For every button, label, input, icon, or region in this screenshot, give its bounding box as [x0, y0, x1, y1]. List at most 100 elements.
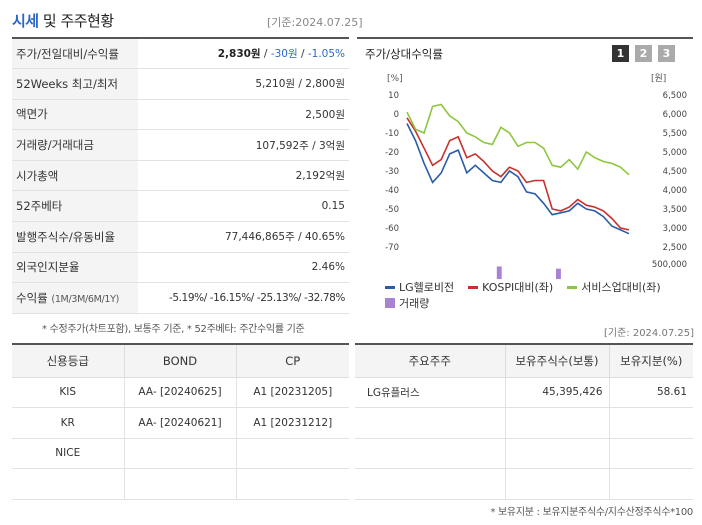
agency-cell [12, 468, 124, 500]
price-return-chart: [%] [원] 10 0 -10 -20 -30 -40 -50 -60 -70 6,500 6,000… [385, 73, 687, 279]
table-row: KIS AA- [20240625] A1 [20231205] [12, 377, 349, 409]
col-header-pct: 보유지분(%) [608, 344, 693, 378]
right-tick-label: 2,500 [663, 243, 687, 253]
shares-value: 77,446,865주 / 40.65% [138, 221, 349, 253]
legend-item-volume: 거래량 [385, 295, 429, 311]
mcap-value: 2,192억원 [138, 160, 349, 192]
right-tick-label: 5,500 [663, 129, 687, 139]
foreign-label: 외국인지분율 [12, 252, 138, 284]
agency-cell: KIS [12, 377, 124, 409]
table-row: 시가총액 2,192억원 [12, 160, 349, 192]
right-tick-label: 4,500 [663, 167, 687, 177]
volume-bar [496, 266, 502, 279]
holder-name-cell [355, 438, 505, 470]
table-row [355, 407, 693, 439]
legend-item-service: 서비스업대비(좌) [567, 279, 661, 295]
section-title: 시세 및 주주현황 [12, 12, 114, 30]
base-date: [기준:2024.07.25] [267, 16, 363, 29]
left-tick-label: -10 [385, 129, 399, 139]
left-axis-unit: [%] [387, 74, 403, 84]
holder-shares-cell: 45,395,426 [504, 377, 609, 409]
volume-bar [556, 268, 561, 279]
cp-cell [235, 438, 349, 470]
right-axis-unit: [원] [651, 73, 666, 84]
return-label: 수익률 (1M/3M/6M/1Y) [12, 282, 138, 314]
col-header-shares: 보유주식수(보통) [504, 344, 609, 378]
chart-pager: 1 2 3 [612, 45, 675, 62]
bond-cell: AA- [20240621] [123, 407, 236, 439]
beta-label: 52주베타 [12, 190, 138, 223]
par-label: 액면가 [12, 99, 138, 131]
holders-footnote: * 보유지분 : 보유지분주식수/지수산정주식수*100 [490, 507, 693, 518]
table-row: 주가/전일대비/수익률 2,830원 / -30원 / -1.05% [12, 38, 349, 70]
bond-cell [123, 468, 236, 500]
table-row: 발행주식수/유동비율 77,446,865주 / 40.65% [12, 221, 349, 253]
holder-pct-cell [608, 438, 693, 470]
chart-page-3-button[interactable]: 3 [658, 45, 675, 62]
week52-label: 52Weeks 최고/최저 [12, 68, 138, 100]
cp-cell: A1 [20231205] [235, 377, 349, 409]
holder-name-cell [355, 468, 505, 500]
right-tick-label: 3,000 [663, 224, 687, 234]
chart-panel: 주가/상대수익률 1 2 3 [%] [원] 10 0 -10 -20 -30 -40 -50 -… [357, 37, 693, 312]
left-tick-label: -70 [385, 243, 399, 253]
chart-title: 주가/상대수익률 [365, 47, 443, 61]
holder-shares-cell [504, 407, 609, 439]
left-tick-label: -50 [385, 205, 399, 215]
market-info-table: 주가/전일대비/수익률 2,830원 / -30원 / -1.05% 52Wee… [12, 37, 349, 314]
table-row [355, 468, 693, 500]
shares-label: 발행주식수/유동비율 [12, 221, 138, 253]
left-tick-label: 0 [394, 110, 399, 120]
table-row: 액면가 2,500원 [12, 99, 349, 131]
table-row: LG유플러스 45,395,426 58.61 [355, 377, 693, 409]
legend-item-lg: LG헬로비전 [385, 279, 454, 295]
chart-page-2-button[interactable]: 2 [635, 45, 652, 62]
right-tick-label: 6,500 [663, 91, 687, 101]
price-footnote: * 수정주가(차트포함), 보통주 기준, * 52주베타: 주간수익률 기준 [42, 324, 305, 335]
bond-cell [123, 438, 236, 470]
foreign-value: 2.46% [138, 252, 349, 284]
table-row: 52주베타 0.15 [12, 190, 349, 223]
agency-cell: NICE [12, 438, 124, 470]
major-shareholders-table: 주요주주 보유주식수(보통) 보유지분(%) LG유플러스 45,395,426… [355, 343, 693, 500]
volume-value: 107,592주 / 3억원 [138, 129, 349, 161]
legend-item-kospi: KOSPI대비(좌) [468, 279, 553, 295]
right-tick-label: 3,500 [663, 205, 687, 215]
price-value: 2,830원 / -30원 / -1.05% [138, 38, 349, 70]
price-label: 주가/전일대비/수익률 [12, 38, 138, 70]
table-row: 52Weeks 최고/최저 5,210원 / 2,800원 [12, 68, 349, 100]
volume-label: 거래량/거래대금 [12, 129, 138, 161]
beta-value: 0.15 [138, 190, 349, 223]
left-tick-label: -20 [385, 148, 399, 158]
holder-pct-cell [608, 407, 693, 439]
left-tick-label: -40 [385, 186, 399, 196]
chart-page-1-button[interactable]: 1 [612, 45, 629, 62]
holder-name-cell [355, 407, 505, 439]
holder-pct-cell: 58.61 [608, 377, 693, 409]
mcap-label: 시가총액 [12, 160, 138, 192]
table-row: NICE [12, 438, 349, 470]
return-value: -5.19%/ -16.15%/ -25.13%/ -32.78% [138, 282, 349, 314]
table-row: KR AA- [20240621] A1 [20231212] [12, 407, 349, 439]
cp-cell [235, 468, 349, 500]
table-row: 수익률 (1M/3M/6M/1Y) -5.19%/ -16.15%/ -25.1… [12, 282, 349, 314]
series-line-2 [406, 103, 630, 176]
chart-legend: LG헬로비전 KOSPI대비(좌) 서비스업대비(좌) 거래량 [385, 279, 685, 311]
week52-value: 5,210원 / 2,800원 [138, 68, 349, 100]
col-header-cp: CP [235, 344, 349, 378]
credit-rating-table: 신용등급 BOND CP KIS AA- [20240625] A1 [2023… [12, 343, 349, 500]
holder-name-cell: LG유플러스 [355, 377, 505, 409]
col-header-rating: 신용등급 [12, 344, 124, 378]
right-tick-label: 6,000 [663, 110, 687, 120]
bond-cell: AA- [20240625] [123, 377, 236, 409]
series-line-1 [406, 117, 630, 231]
table-header-row: 신용등급 BOND CP [12, 344, 349, 378]
volume-tick-label: 500,000 [652, 260, 687, 270]
right-tick-label: 4,000 [663, 186, 687, 196]
cp-cell: A1 [20231212] [235, 407, 349, 439]
left-tick-label: -30 [385, 167, 399, 177]
par-value: 2,500원 [138, 99, 349, 131]
right-tick-label: 5,000 [663, 148, 687, 158]
col-header-bond: BOND [123, 344, 236, 378]
table-row [12, 468, 349, 500]
